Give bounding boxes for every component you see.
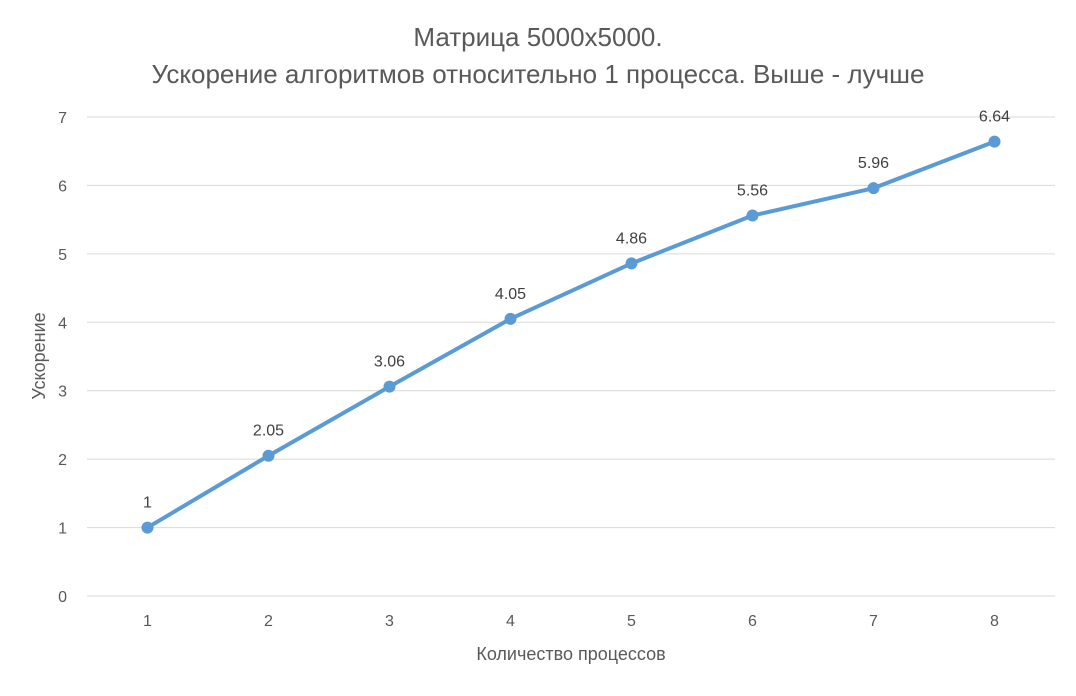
data-label: 5.56 bbox=[737, 183, 768, 200]
x-tick-label: 8 bbox=[990, 613, 999, 630]
x-tick-label: 6 bbox=[748, 613, 757, 630]
gridlines bbox=[87, 116, 1055, 597]
data-point bbox=[988, 135, 1001, 148]
data-label: 1 bbox=[143, 495, 152, 512]
data-labels: 1 2.05 3.06 4.05 4.86 5.56 5.96 6.64 bbox=[143, 109, 1010, 512]
y-tick-label: 2 bbox=[58, 452, 67, 469]
data-point bbox=[383, 380, 396, 393]
data-label: 6.64 bbox=[979, 109, 1010, 126]
x-axis-ticks: 1 2 3 4 5 6 7 8 bbox=[143, 613, 999, 630]
y-axis-title: Ускорение bbox=[29, 312, 49, 399]
data-point bbox=[504, 312, 517, 325]
data-point bbox=[867, 182, 880, 195]
data-point bbox=[262, 449, 275, 462]
y-axis-ticks: 0 1 2 3 4 5 6 7 bbox=[58, 110, 67, 606]
data-label: 3.06 bbox=[374, 354, 405, 371]
x-tick-label: 7 bbox=[869, 613, 878, 630]
data-point bbox=[746, 209, 759, 222]
data-label: 5.96 bbox=[858, 155, 889, 172]
y-tick-label: 0 bbox=[58, 589, 67, 606]
x-tick-label: 5 bbox=[627, 613, 636, 630]
data-label: 4.05 bbox=[495, 286, 526, 303]
y-tick-label: 5 bbox=[58, 247, 67, 264]
y-tick-label: 6 bbox=[58, 178, 67, 195]
x-axis-title: Количество процессов bbox=[476, 644, 665, 664]
x-tick-label: 3 bbox=[385, 613, 394, 630]
chart-title: Матрица 5000x5000. bbox=[413, 22, 662, 52]
data-label: 2.05 bbox=[253, 423, 284, 440]
x-tick-label: 1 bbox=[143, 613, 152, 630]
y-tick-label: 1 bbox=[58, 521, 67, 538]
y-tick-label: 7 bbox=[58, 110, 67, 127]
x-tick-label: 2 bbox=[264, 613, 273, 630]
y-tick-label: 3 bbox=[58, 384, 67, 401]
data-point bbox=[141, 521, 154, 534]
series-line bbox=[145, 139, 997, 530]
data-series bbox=[141, 135, 1001, 534]
chart-subtitle: Ускорение алгоритмов относительно 1 проц… bbox=[152, 59, 925, 89]
data-point bbox=[625, 257, 638, 270]
y-tick-label: 4 bbox=[58, 315, 67, 332]
x-tick-label: 4 bbox=[506, 613, 515, 630]
data-label: 4.86 bbox=[616, 230, 647, 247]
